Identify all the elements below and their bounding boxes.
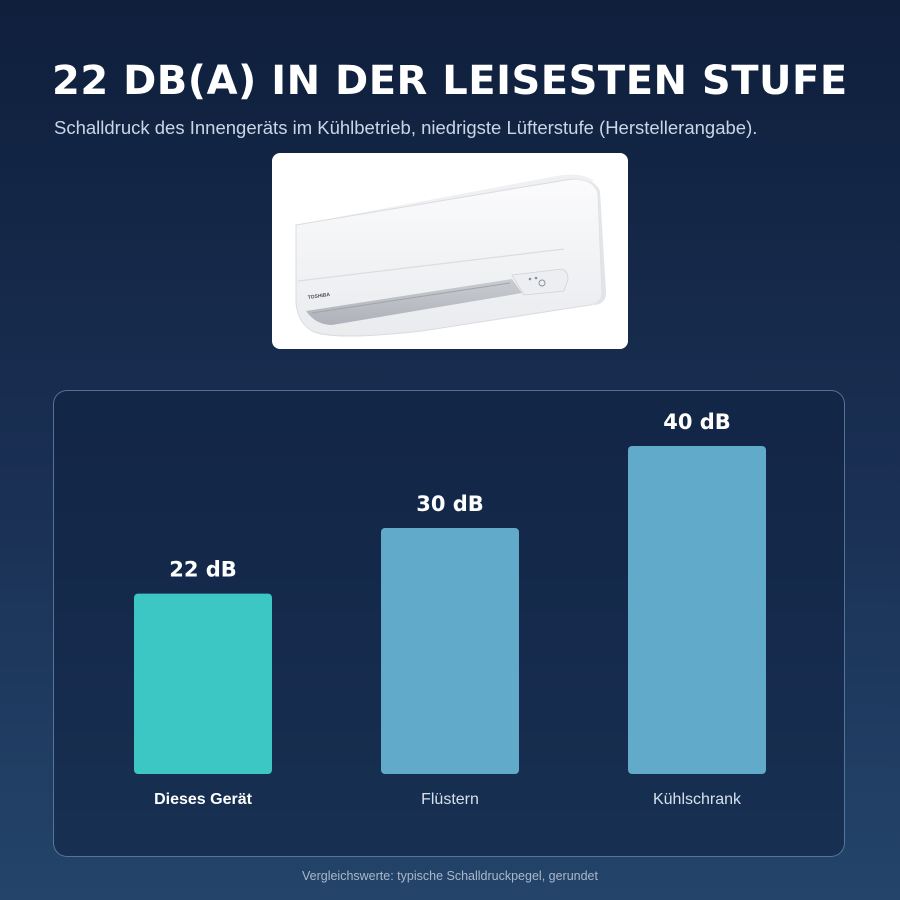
bar-value-label: 40 dB: [663, 410, 731, 434]
product-image-card: TOSHIBA: [272, 153, 628, 349]
bar-value-label: 30 dB: [416, 492, 484, 516]
brand-logo: TOSHIBA: [307, 292, 330, 301]
bar-2: [381, 528, 519, 774]
footnote: Vergleichswerte: typische Schalldruckpeg…: [301, 869, 598, 883]
page-subtitle: Schalldruck des Innengeräts im Kühlbetri…: [54, 117, 758, 138]
bar-chart: 22 dB Dieses Gerät 30 dB Flüstern 40 dB Kühls…: [134, 410, 766, 808]
category-label: Dieses Gerät: [154, 791, 253, 808]
bar-value-label: 22 dB: [169, 558, 237, 582]
air-conditioner-image: TOSHIBA: [295, 174, 606, 337]
bar-3: [628, 446, 766, 774]
bar-1: [134, 593, 272, 774]
category-label: Flüstern: [421, 791, 479, 808]
page-title: 22 DB(A) IN DER LEISESTEN STUFE: [52, 58, 848, 104]
chart-panel: 22 dB Dieses Gerät 30 dB Flüstern 40 dB Kühls…: [53, 390, 845, 857]
category-label: Kühlschrank: [653, 791, 742, 808]
